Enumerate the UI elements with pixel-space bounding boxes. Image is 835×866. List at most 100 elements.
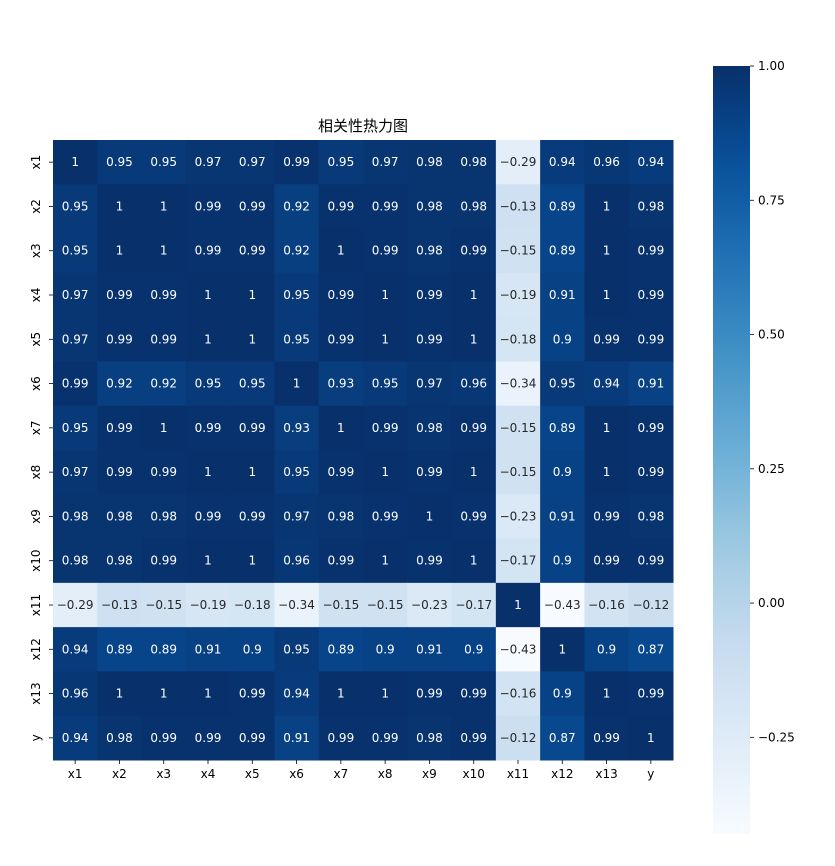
heatmap-cell bbox=[141, 140, 187, 185]
heatmap-cell bbox=[185, 494, 231, 540]
cell-value-label: 0.99 bbox=[327, 199, 354, 213]
cell-value-label: 1 bbox=[204, 554, 212, 568]
heatmap-cell bbox=[185, 184, 231, 230]
cell-value-label: 0.99 bbox=[372, 731, 399, 745]
cell-value-label: −0.29 bbox=[57, 598, 94, 612]
heatmap-cell bbox=[495, 715, 541, 761]
heatmap-cell bbox=[274, 228, 320, 274]
y-tick-label: x4 bbox=[29, 288, 43, 303]
heatmap-cell bbox=[185, 272, 231, 318]
cell-value-label: 1 bbox=[116, 687, 124, 701]
heatmap-cell bbox=[628, 450, 674, 495]
x-tick-label: x8 bbox=[378, 767, 393, 781]
cell-value-label: −0.16 bbox=[500, 687, 537, 701]
cell-value-label: 0.99 bbox=[327, 332, 354, 346]
heatmap-cell bbox=[318, 494, 364, 540]
cell-value-label: −0.34 bbox=[278, 598, 315, 612]
heatmap-cell bbox=[141, 538, 187, 584]
cell-value-label: −0.16 bbox=[588, 598, 625, 612]
cell-value-label: 0.89 bbox=[549, 421, 576, 435]
cell-value-label: 0.93 bbox=[283, 421, 310, 435]
heatmap-cell bbox=[363, 715, 408, 761]
cell-value-label: 0.99 bbox=[106, 465, 133, 479]
cell-value-label: 0.99 bbox=[327, 554, 354, 568]
cell-value-label: 0.9 bbox=[553, 332, 572, 346]
cell-value-label: 0.96 bbox=[460, 377, 487, 391]
cell-value-label: 0.99 bbox=[195, 244, 222, 258]
heatmap-cell bbox=[407, 317, 453, 362]
cell-value-label: 0.89 bbox=[549, 244, 576, 258]
heatmap-cell bbox=[53, 184, 98, 230]
y-tick-label: x10 bbox=[29, 550, 43, 572]
heatmap-cell bbox=[274, 494, 320, 540]
cell-value-label: 0.99 bbox=[593, 332, 620, 346]
heatmap-cell bbox=[318, 538, 364, 584]
heatmap-cell bbox=[97, 627, 143, 672]
heatmap-cell bbox=[185, 405, 231, 451]
heatmap-cell bbox=[363, 317, 408, 362]
x-tick-label: x12 bbox=[551, 767, 573, 781]
heatmap-cell bbox=[540, 317, 585, 362]
heatmap-cell bbox=[53, 317, 98, 362]
cell-value-label: 0.99 bbox=[416, 554, 443, 568]
cell-value-label: 0.99 bbox=[327, 731, 354, 745]
cell-value-label: 1 bbox=[647, 731, 655, 745]
cell-value-label: 0.99 bbox=[416, 288, 443, 302]
heatmap-cell bbox=[495, 361, 541, 407]
cell-value-label: 1 bbox=[337, 687, 345, 701]
heatmap-cell bbox=[584, 494, 630, 540]
heatmap-cell bbox=[97, 272, 143, 318]
heatmap-cell bbox=[495, 494, 541, 540]
cell-value-label: 0.9 bbox=[553, 687, 572, 701]
cell-value-label: −0.23 bbox=[500, 509, 537, 523]
colorbar-tick-label: 0.50 bbox=[758, 328, 785, 342]
cell-value-label: 0.9 bbox=[464, 642, 483, 656]
heatmap-cell bbox=[97, 140, 143, 185]
cell-value-label: 0.99 bbox=[372, 509, 399, 523]
heatmap-cell bbox=[451, 228, 497, 274]
heatmap-cell bbox=[540, 272, 585, 318]
heatmap-cell bbox=[318, 317, 364, 362]
x-tick-label: x7 bbox=[333, 767, 348, 781]
heatmap-cell bbox=[53, 494, 98, 540]
heatmap-cell bbox=[628, 140, 674, 185]
heatmap-cell bbox=[363, 538, 408, 584]
heatmap-cell bbox=[363, 361, 408, 407]
cell-value-label: 0.96 bbox=[62, 687, 89, 701]
heatmap-cell bbox=[274, 272, 320, 318]
cell-value-label: 0.99 bbox=[239, 421, 266, 435]
colorbar-tick-label: 1.00 bbox=[758, 59, 785, 73]
heatmap-cell bbox=[363, 405, 408, 451]
heatmap-cell bbox=[141, 317, 187, 362]
cell-value-label: 0.99 bbox=[637, 554, 664, 568]
heatmap-cell bbox=[495, 671, 541, 717]
heatmap-cell bbox=[141, 361, 187, 407]
heatmap-cell bbox=[230, 361, 275, 407]
cell-value-label: 0.91 bbox=[549, 288, 576, 302]
cell-value-label: −0.13 bbox=[101, 598, 138, 612]
cell-value-label: 0.99 bbox=[150, 288, 177, 302]
heatmap-cell bbox=[628, 582, 674, 628]
heatmap-cell bbox=[451, 494, 497, 540]
x-tick-label: x4 bbox=[201, 767, 216, 781]
heatmap-cell bbox=[451, 671, 497, 717]
heatmap-cell bbox=[540, 184, 585, 230]
cell-value-label: 0.97 bbox=[416, 377, 443, 391]
heatmap-cell bbox=[363, 450, 408, 495]
heatmap-cell bbox=[97, 228, 143, 274]
heatmap-cell bbox=[185, 715, 231, 761]
cell-value-label: 0.99 bbox=[460, 509, 487, 523]
cell-value-label: 1 bbox=[160, 244, 168, 258]
heatmap-cell bbox=[495, 538, 541, 584]
cell-value-label: 0.97 bbox=[239, 155, 266, 169]
heatmap-cell bbox=[584, 361, 630, 407]
heatmap-cell bbox=[230, 494, 275, 540]
cell-value-label: 0.95 bbox=[195, 377, 222, 391]
cell-value-label: 0.99 bbox=[460, 244, 487, 258]
cell-value-label: 0.87 bbox=[637, 642, 664, 656]
cell-value-label: 1 bbox=[160, 199, 168, 213]
heatmap-cell bbox=[230, 405, 275, 451]
cell-value-label: 1 bbox=[558, 642, 566, 656]
cell-value-label: 0.99 bbox=[416, 465, 443, 479]
